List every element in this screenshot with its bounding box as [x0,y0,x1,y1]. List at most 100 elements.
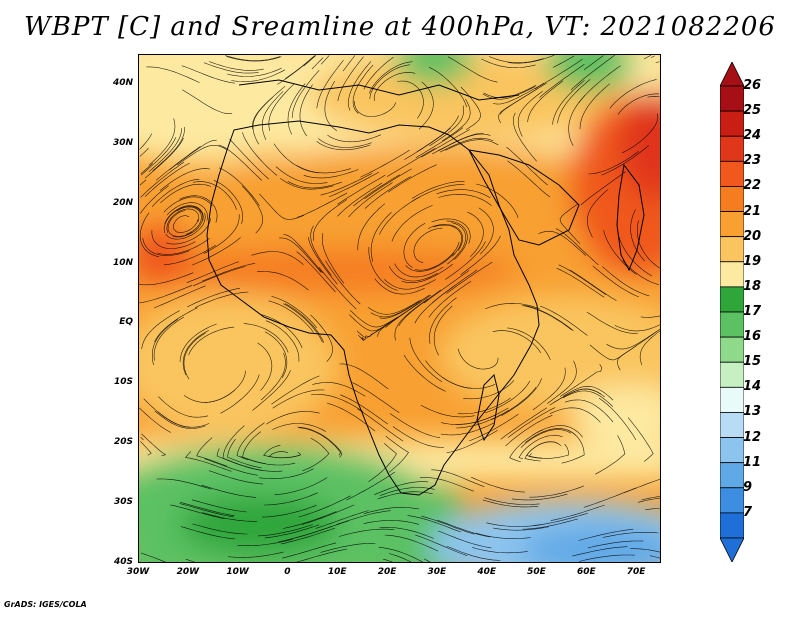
streamline [203,62,259,74]
streamline [431,469,485,487]
streamline [421,129,471,158]
streamline [337,56,364,102]
colorbar-swatch [720,361,744,388]
streamline [391,205,433,242]
streamline [257,342,273,391]
streamline [622,113,659,154]
streamline [601,145,649,176]
streamline [259,468,314,479]
streamline [155,145,201,181]
streamline [179,503,234,518]
streamline [589,344,637,361]
map-title: WBPT [C] and Sreamline at 400hPa, VT: 20… [24,12,776,42]
streamline [374,481,429,495]
streamline [507,327,551,361]
streamline [505,415,553,447]
streamline [140,185,169,214]
streamline [208,61,264,71]
streamline [445,241,486,280]
streamline [421,515,475,535]
streamline [268,83,295,131]
streamline [587,540,644,549]
streamline [166,208,200,233]
streamline [184,451,232,472]
streamline [236,422,265,461]
streamline [227,459,283,472]
streamline [263,444,300,459]
streamline [166,218,211,245]
streamline [431,218,471,244]
streamline [342,55,356,72]
colorbar-swatch [720,135,744,162]
streamline [271,375,320,405]
streamline [436,189,491,199]
streamline [492,526,549,531]
streamline [225,55,281,61]
streamline [301,504,355,525]
streamline [517,90,543,137]
streamline [186,261,239,283]
colorbar-level-label: 13 [743,404,762,420]
streamline [315,510,369,529]
streamline [492,82,545,105]
streamline [327,134,382,143]
streamline [427,224,464,251]
streamline [420,404,475,418]
streamline [140,161,185,198]
wbpt-19-area-nw [139,55,319,165]
streamline [598,397,637,441]
streamline [166,202,208,221]
streamline [533,512,588,526]
streamline [602,532,659,538]
streamline [384,534,439,552]
streamline [283,511,337,529]
streamline [529,485,585,498]
streamline [363,507,420,514]
streamline [401,263,453,283]
colorbar-swatch [720,311,744,338]
streamline [640,315,660,318]
lon-label: 20E [377,567,397,577]
streamline [409,337,443,382]
streamline [228,551,284,558]
streamline [415,127,464,158]
streamline [357,408,404,442]
streamline [413,227,443,263]
streamline [522,518,578,530]
streamline [570,55,615,91]
streamline [563,385,614,401]
streamline [285,303,325,343]
streamline [549,388,601,406]
streamline [268,300,314,333]
streamline [439,137,494,153]
streamline [485,302,540,310]
streamline [587,189,608,238]
colorbar [720,62,744,562]
streamline [649,555,660,559]
streamline [403,222,426,268]
streamline [264,331,288,378]
streamline [555,228,599,266]
streamline [338,528,395,537]
streamline [476,183,519,219]
streamline [169,139,217,170]
streamline [507,55,555,64]
streamline [144,137,184,179]
streamline [373,72,416,101]
streamline [622,260,659,285]
colorbar-bottom-cap [720,537,744,562]
streamline [552,80,585,125]
wbpt-18-core-south [179,495,339,555]
colorbar-swatch [720,160,744,187]
streamline [274,477,328,496]
streamline [520,429,572,448]
lon-label: 20W [176,567,200,577]
streamline [354,100,397,117]
colorbar-level-label: 20 [743,228,762,244]
streamline [320,543,376,553]
streamline [532,367,566,411]
streamline [320,173,373,196]
lon-label: 70E [626,567,646,577]
streamline [260,352,286,401]
streamline [272,389,325,409]
